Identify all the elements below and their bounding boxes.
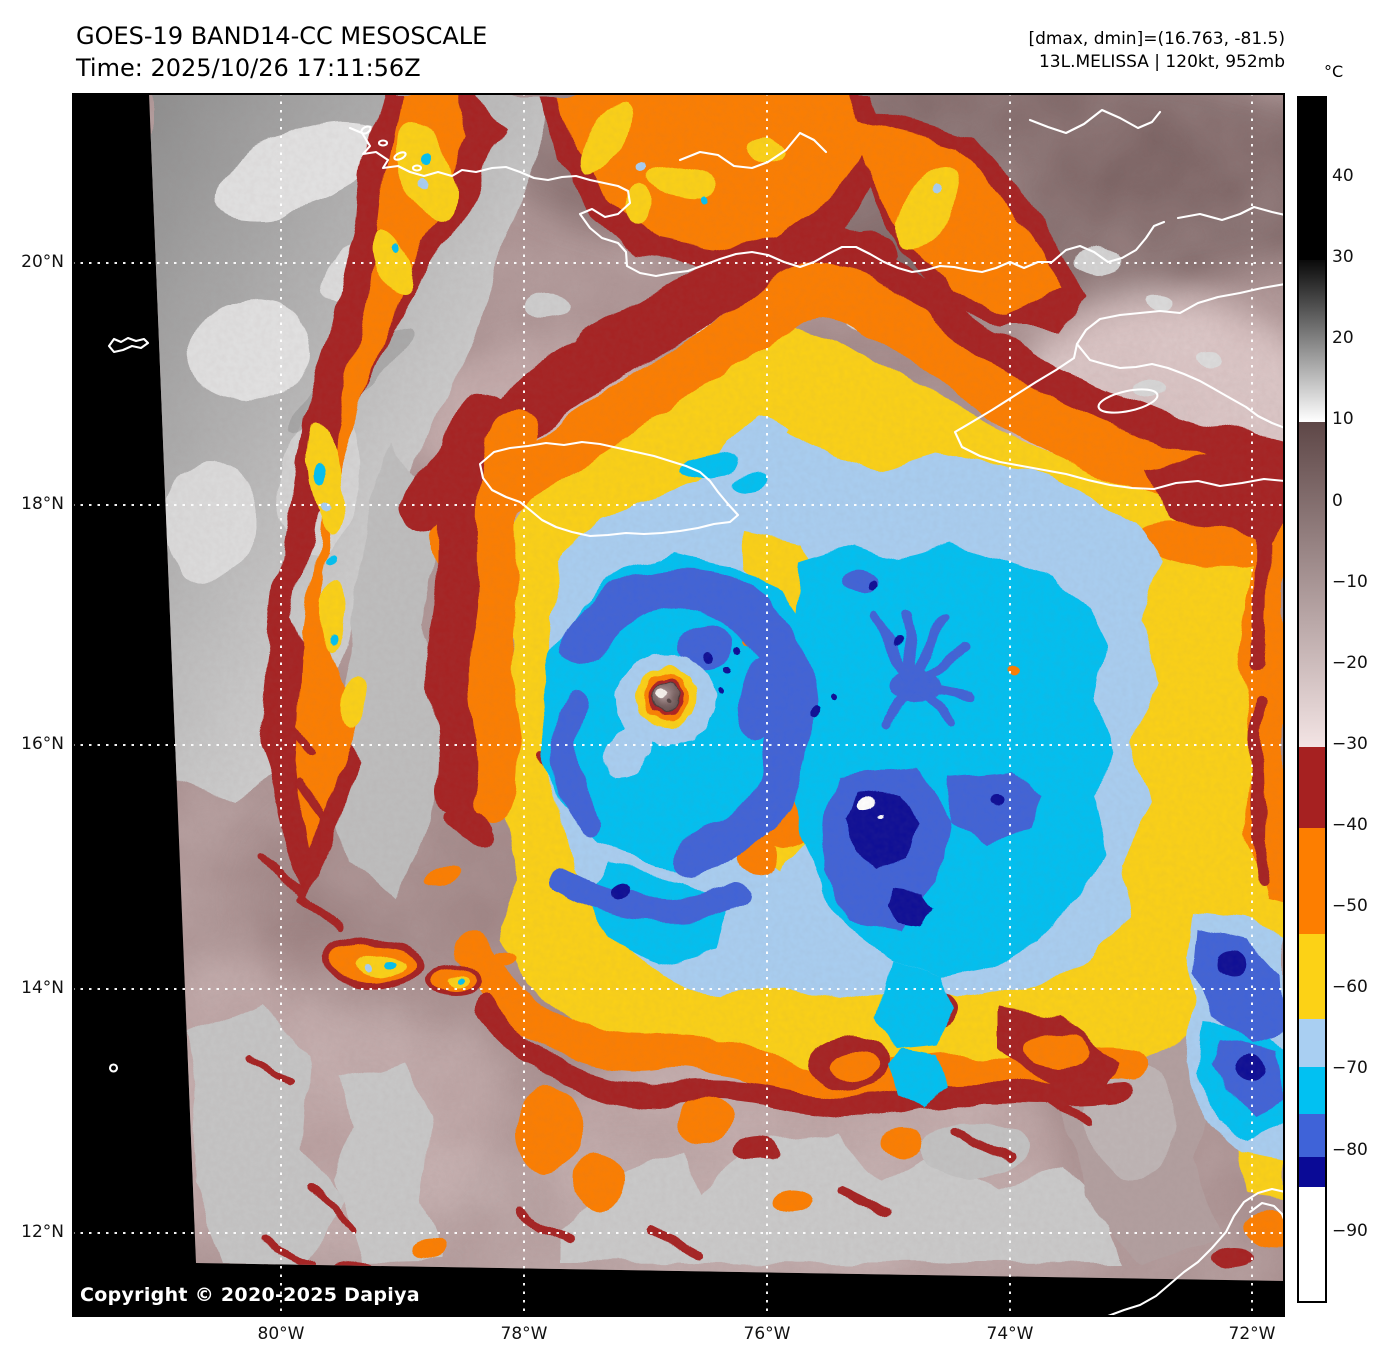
colorbar-tick-label: 30 xyxy=(1332,247,1354,268)
colorbar-tick-label: −20 xyxy=(1332,652,1368,673)
latitude-label: 12°N xyxy=(21,1222,64,1242)
copyright-label: Copyright © 2020-2025 Dapiya xyxy=(80,1284,420,1306)
colorbar-tick-label: −60 xyxy=(1332,977,1368,998)
longitude-label: 80°W xyxy=(257,1324,305,1344)
latitude-label: 20°N xyxy=(21,252,64,272)
satellite-map xyxy=(72,93,1285,1317)
coastlines xyxy=(107,108,1285,1317)
dmax-dmin-readout: [dmax, dmin]=(16.763, -81.5) xyxy=(1028,29,1285,49)
guajira-coastline xyxy=(1106,1187,1285,1317)
cuba-north-coast xyxy=(1028,108,1162,135)
colorbar-segment xyxy=(1299,260,1325,423)
storm-info: 13L.MELISSA | 120kt, 952mb xyxy=(1038,52,1285,72)
longitude-label: 74°W xyxy=(986,1324,1034,1344)
colorbar-tick-label: −40 xyxy=(1332,815,1368,836)
data-swath xyxy=(149,93,1285,1281)
colorbar-tick-label: −70 xyxy=(1332,1058,1368,1079)
satellite-image xyxy=(72,93,1285,1317)
colorbar-tick-label: 20 xyxy=(1332,328,1354,349)
gridlines xyxy=(72,93,1285,1317)
latitude-label: 14°N xyxy=(21,978,64,998)
page-title: GOES-19 BAND14-CC MESOSCALE xyxy=(76,22,488,50)
colorbar-tick-label: −80 xyxy=(1332,1139,1368,1160)
colorbar-segment xyxy=(1299,1067,1325,1115)
small-island xyxy=(108,1063,119,1073)
meta-block: [dmax, dmin]=(16.763, -81.5) 13L.MELISSA… xyxy=(1028,28,1285,74)
longitude-label: 78°W xyxy=(500,1324,548,1344)
gonave-island xyxy=(1097,388,1159,414)
colorbar-unit-label: °C xyxy=(1324,62,1344,81)
colorbar-tick-label: 0 xyxy=(1332,490,1343,511)
timestamp: Time: 2025/10/26 17:11:56Z xyxy=(76,54,421,82)
colorbar-segment xyxy=(1299,1187,1325,1301)
colorbar-segment xyxy=(1299,1018,1325,1068)
haiti-north-coast xyxy=(1176,205,1285,222)
colorbar-segment xyxy=(1299,422,1325,747)
gonave-gulf-coast xyxy=(1075,342,1285,430)
latitude-label: 16°N xyxy=(21,734,64,754)
colorbar-segment xyxy=(1299,1114,1325,1157)
colorbar-segment xyxy=(1299,1156,1325,1188)
grand-cayman xyxy=(107,336,150,354)
colorbar-tick-label: −10 xyxy=(1332,571,1368,592)
colorbar-segment xyxy=(1299,98,1325,261)
cuba-coastline xyxy=(348,126,1166,278)
title-block: GOES-19 BAND14-CC MESOSCALE Time: 2025/1… xyxy=(76,20,487,84)
colorbar-tick-label: −30 xyxy=(1332,733,1368,754)
longitude-label: 72°W xyxy=(1228,1324,1276,1344)
colorbar-tick-label: 10 xyxy=(1332,409,1354,430)
colorbar-tick-label: −50 xyxy=(1332,896,1368,917)
longitude-label: 76°W xyxy=(743,1324,791,1344)
colorbar-segment xyxy=(1299,828,1325,934)
colorbar-segment xyxy=(1299,746,1325,829)
colorbar-tick-label: −90 xyxy=(1332,1220,1368,1241)
colorbar xyxy=(1297,96,1327,1303)
colorbar-tick-label: 40 xyxy=(1332,166,1354,187)
cuba-cays xyxy=(678,131,828,170)
haiti-tiburon-peninsula xyxy=(953,282,1285,491)
latitude-label: 18°N xyxy=(21,494,64,514)
pixel-grain xyxy=(149,93,1285,1281)
colorbar-segment xyxy=(1299,933,1325,1019)
jamaica-coastline xyxy=(478,440,740,538)
